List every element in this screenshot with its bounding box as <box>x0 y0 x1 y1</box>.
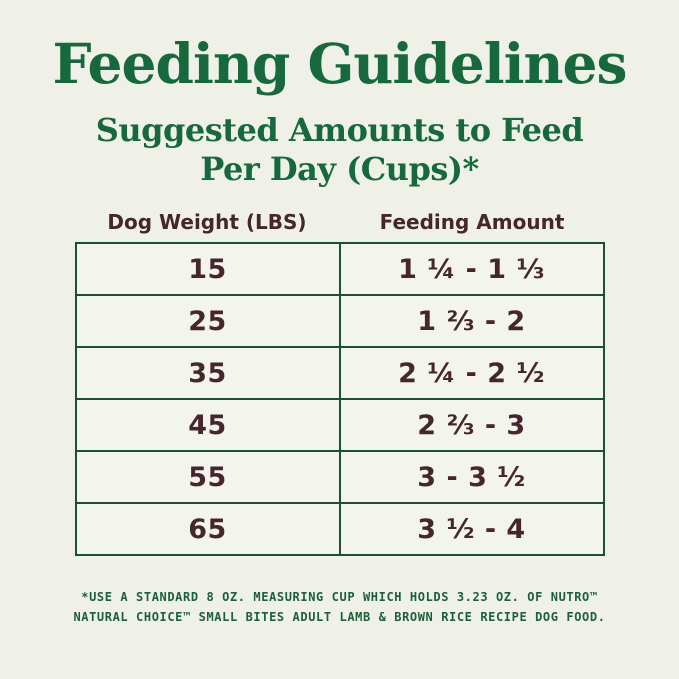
amount-cell: 2 ¼ - 2 ½ <box>338 346 605 401</box>
table-row: 65 3 ½ - 4 <box>74 502 605 557</box>
subtitle-line-1: Suggested Amounts to Feed <box>95 111 584 150</box>
table-row: 55 3 - 3 ½ <box>74 450 605 505</box>
footnote: *USE A STANDARD 8 OZ. MEASURING CUP WHIC… <box>0 588 679 628</box>
amount-cell: 2 ⅔ - 3 <box>338 398 605 453</box>
weight-cell: 45 <box>74 398 341 453</box>
table-column-headers: Dog Weight (LBS) Feeding Amount <box>75 210 605 234</box>
subtitle-line-2: Per Day (Cups)* <box>200 149 479 188</box>
page-title: Feeding Guidelines <box>52 31 627 96</box>
amount-cell: 1 ⅔ - 2 <box>338 294 605 349</box>
table-row: 35 2 ¼ - 2 ½ <box>74 346 605 401</box>
footnote-line-1: *USE A STANDARD 8 OZ. MEASURING CUP WHIC… <box>81 590 598 605</box>
weight-cell: 35 <box>74 346 341 401</box>
footnote-line-2: NATURAL CHOICE™ SMALL BITES ADULT LAMB &… <box>73 609 606 624</box>
column-header-dog-weight: Dog Weight (LBS) <box>107 210 307 235</box>
column-header-feeding-amount: Feeding Amount <box>379 210 565 235</box>
amount-cell: 1 ¼ - 1 ⅓ <box>338 242 605 297</box>
feeding-table: 15 1 ¼ - 1 ⅓ 25 1 ⅔ - 2 35 2 ¼ - 2 ½ 45 … <box>74 242 605 557</box>
table-row: 45 2 ⅔ - 3 <box>74 398 605 453</box>
weight-cell: 55 <box>74 450 341 505</box>
table-row: 25 1 ⅔ - 2 <box>74 294 605 349</box>
weight-cell: 15 <box>74 242 341 297</box>
table-row: 15 1 ¼ - 1 ⅓ <box>74 242 605 297</box>
subtitle: Suggested Amounts to Feed Per Day (Cups)… <box>0 111 679 188</box>
weight-cell: 65 <box>74 502 341 557</box>
amount-cell: 3 ½ - 4 <box>338 502 605 557</box>
weight-cell: 25 <box>74 294 341 349</box>
amount-cell: 3 - 3 ½ <box>338 450 605 505</box>
